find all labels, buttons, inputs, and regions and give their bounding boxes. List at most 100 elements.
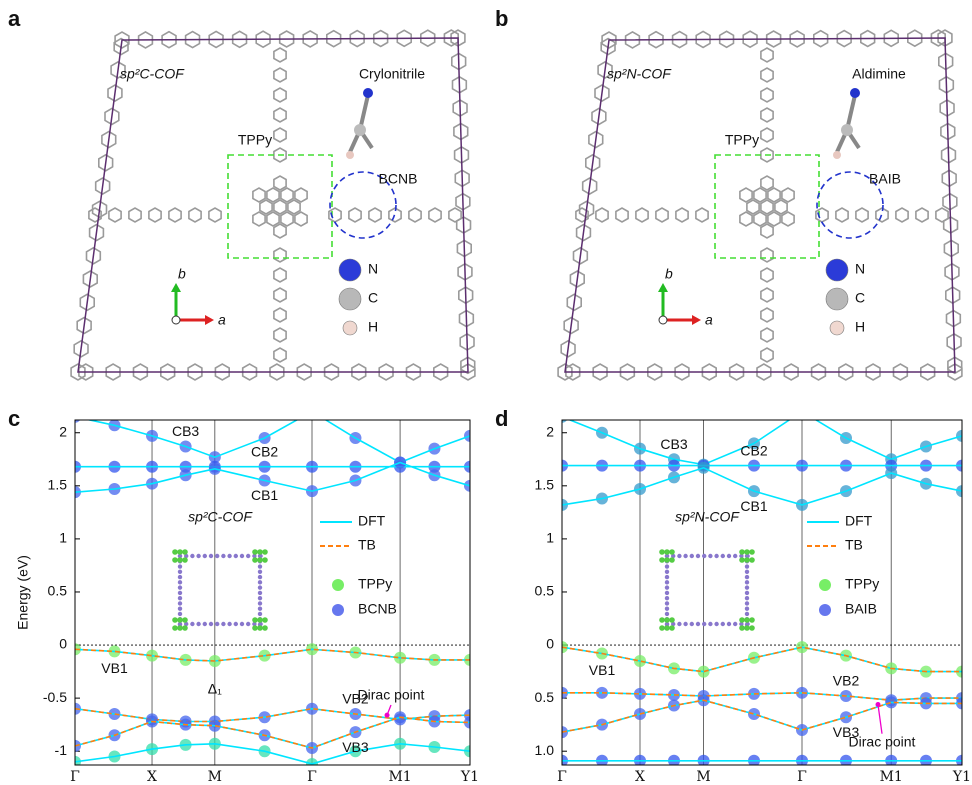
atom-legend-label: H <box>368 319 378 335</box>
inset-core <box>744 557 750 563</box>
atom-legend-label: C <box>855 290 865 306</box>
legend-label: TB <box>845 537 863 553</box>
ring <box>260 200 272 214</box>
ring <box>782 188 794 202</box>
legend-marker <box>332 604 344 616</box>
inset-density <box>708 554 712 558</box>
inset-density <box>721 622 725 626</box>
x-tick-label: Γ <box>557 769 567 785</box>
inset-density <box>258 607 262 611</box>
inset-density <box>665 591 669 595</box>
tb-band <box>562 693 962 700</box>
inset-core <box>257 557 263 563</box>
ring <box>740 212 752 226</box>
inset-core <box>739 549 745 555</box>
ring <box>761 128 773 142</box>
inset-density <box>203 554 207 558</box>
inset-core <box>669 549 675 555</box>
inset-density <box>665 607 669 611</box>
legend-label: BCNB <box>358 601 397 617</box>
ring <box>761 268 773 282</box>
ring <box>274 176 286 190</box>
ring <box>754 188 766 202</box>
x-tick-label: Γ <box>797 769 807 785</box>
annotation: Dirac point <box>358 687 425 703</box>
legend-label: TPPy <box>845 576 879 592</box>
inset-core <box>659 617 665 623</box>
x-tick-label: Γ <box>307 769 317 785</box>
inset-density <box>209 554 213 558</box>
group-label: BAIB <box>869 171 901 187</box>
dft-band <box>562 647 962 671</box>
inset-density <box>714 622 718 626</box>
ring <box>449 208 461 222</box>
atom <box>833 151 841 159</box>
ring <box>429 208 441 222</box>
inset-density <box>733 554 737 558</box>
ring <box>761 176 773 190</box>
ring <box>274 88 286 102</box>
ring <box>274 128 286 142</box>
inset-density <box>690 554 694 558</box>
band-weight <box>306 406 318 418</box>
dft-band <box>562 700 962 732</box>
x-tick-label: Y1 <box>460 769 479 785</box>
ring <box>761 200 773 214</box>
plot-frame <box>75 420 470 765</box>
inset-density <box>683 554 687 558</box>
ring <box>856 208 868 222</box>
ring <box>281 188 293 202</box>
inset-density <box>178 607 182 611</box>
inset-density <box>240 622 244 626</box>
inset-core <box>749 557 755 563</box>
core-label: TPPy <box>725 132 759 148</box>
ring <box>267 188 279 202</box>
inset-density <box>190 554 194 558</box>
inset-density <box>665 564 669 568</box>
y-tick-label: 1.0 <box>535 742 555 758</box>
y-tick-label: -0.5 <box>43 689 67 705</box>
inset-core <box>182 625 188 631</box>
ring <box>274 268 286 282</box>
inset-density <box>727 554 731 558</box>
x-tick-label: X <box>635 769 645 785</box>
inset-core <box>257 549 263 555</box>
atom-legend-ball <box>339 259 361 281</box>
ring <box>409 208 421 222</box>
atom-legend-label: H <box>855 319 865 335</box>
ring <box>836 208 848 222</box>
ring <box>761 328 773 342</box>
legend-label: TPPy <box>358 576 392 592</box>
band-weight <box>796 406 808 418</box>
ring <box>761 108 773 122</box>
inset-density <box>677 622 681 626</box>
legend-marker <box>332 579 344 591</box>
inset-density <box>745 564 749 568</box>
inset-core <box>739 617 745 623</box>
plot-frame <box>562 420 962 765</box>
structure-panel: sp²C-COFCrylonitrileTPPyBCNBNCHab <box>71 30 475 380</box>
ring <box>349 208 361 222</box>
inset-core <box>739 557 745 563</box>
core-highlight <box>715 155 819 258</box>
inset-density <box>246 554 250 558</box>
atom-legend-ball <box>343 321 357 335</box>
arrow-head <box>658 283 668 292</box>
inset-core <box>182 549 188 555</box>
ring <box>656 208 668 222</box>
ring <box>274 308 286 322</box>
inset-density <box>745 591 749 595</box>
inset-core <box>744 617 750 623</box>
y-tick-label: 0.5 <box>48 583 68 599</box>
panel-label: d <box>495 406 508 431</box>
ring <box>253 212 265 226</box>
inset-density <box>721 554 725 558</box>
inset-density <box>258 575 262 579</box>
legend-label: DFT <box>845 513 873 529</box>
inset-density <box>690 622 694 626</box>
ring <box>267 212 279 226</box>
inset-core <box>739 625 745 631</box>
ring <box>274 48 286 62</box>
ring <box>274 68 286 82</box>
y-tick-label: 1.5 <box>535 477 555 493</box>
